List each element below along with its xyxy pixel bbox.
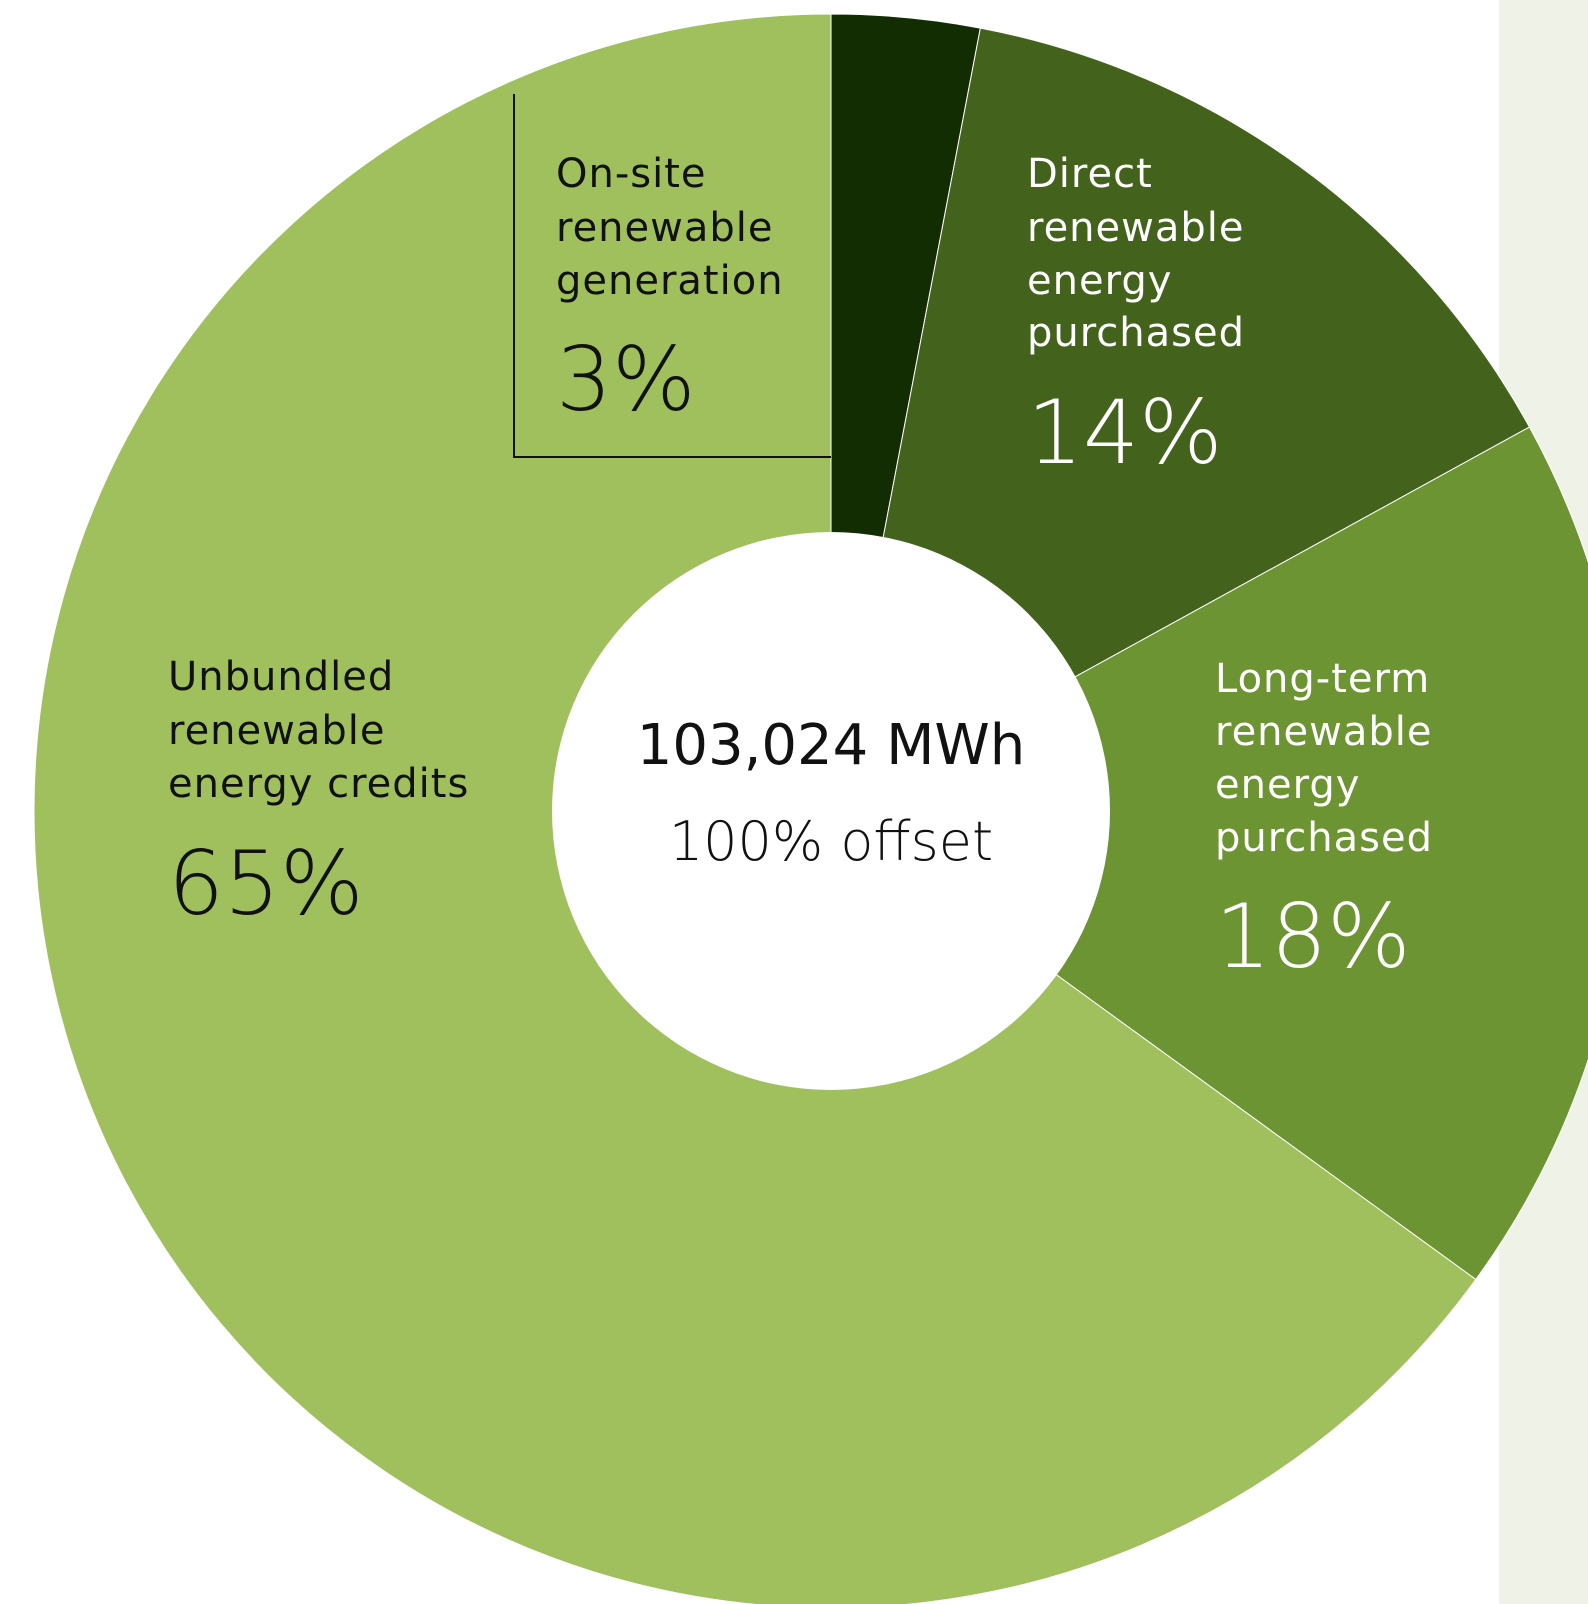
- center-subtitle: 100% offset: [669, 810, 993, 873]
- donut-center: [552, 532, 1110, 1090]
- pie-slice-long-term: [830, 426, 1588, 1281]
- slice-value-unbundled: 65%: [168, 832, 364, 935]
- center-total: 103,024 MWh: [637, 713, 1026, 778]
- on-site-callout-line: [513, 94, 831, 458]
- slice-label-on-site: On-site renewable generation: [556, 151, 787, 304]
- slice-value-long-term: 18%: [1215, 885, 1411, 988]
- slice-label-long-term: Long-term renewable energy purchased: [1215, 656, 1446, 861]
- slice-value-on-site: 3%: [556, 328, 696, 431]
- slice-label-direct: Direct renewable energy purchased: [1027, 151, 1258, 356]
- slice-value-direct: 14%: [1027, 381, 1223, 484]
- slice-label-unbundled: Unbundled renewable energy credits: [168, 654, 469, 807]
